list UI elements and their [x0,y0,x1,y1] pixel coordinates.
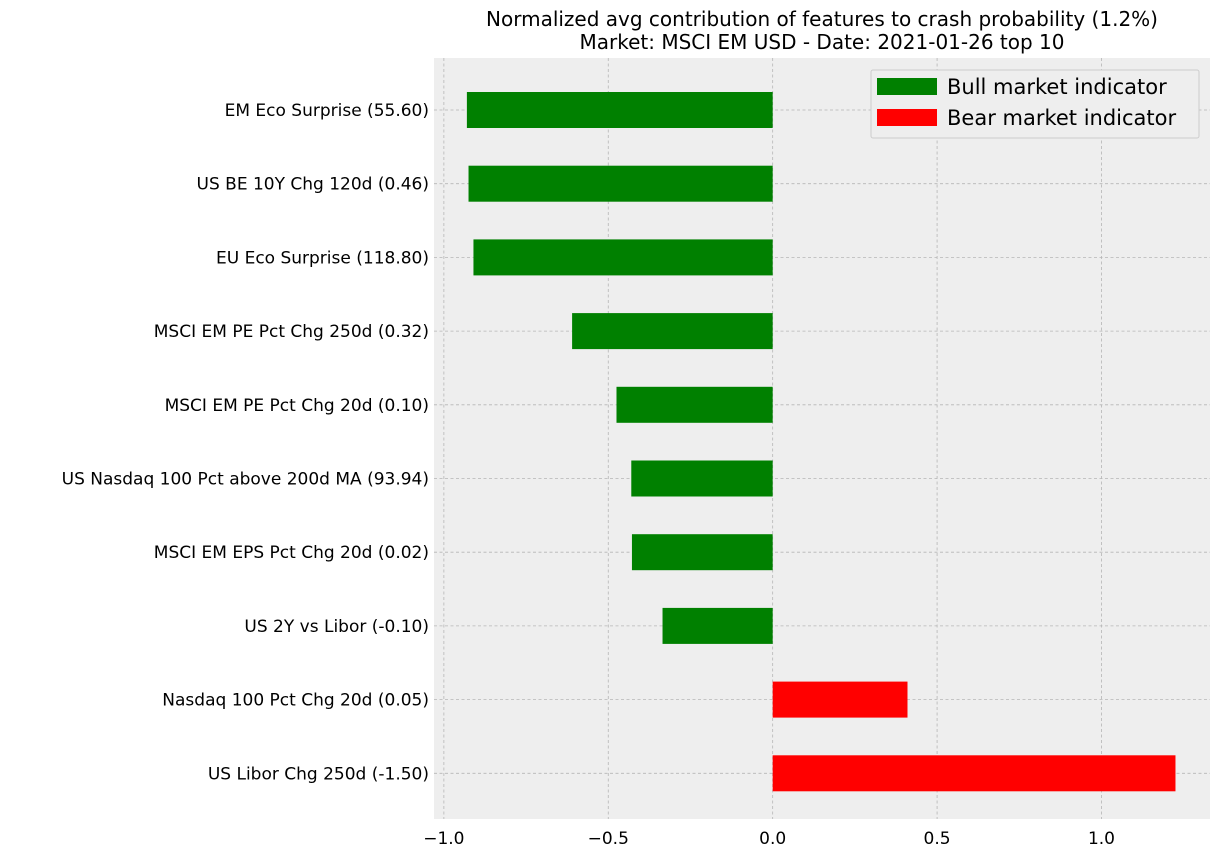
bar [466,92,773,128]
bar [772,681,908,718]
x-axis-ticks: −1.0 −0.5 0.0 0.5 1.0 [423,829,1115,849]
legend-swatch-bear [877,109,937,126]
legend-box [870,69,1200,139]
y-tick-label: US BE 10Y Chg 120d (0.46) [197,175,429,195]
y-tick-label: MSCI EM PE Pct Chg 20d (0.10) [165,396,429,416]
chart-title: Normalized avg contribution of features … [486,7,1158,31]
bar [662,607,773,644]
bar [631,534,773,571]
y-tick-label: US 2Y vs Libor (-0.10) [244,617,429,637]
y-tick-label: EU Eco Surprise (118.80) [216,248,429,268]
x-tick-label: 1.0 [1088,829,1115,849]
y-tick-label: MSCI EM EPS Pct Chg 20d (0.02) [154,543,429,563]
legend-swatch-bull [877,78,937,95]
bar [473,239,773,276]
bars-layer [466,92,1176,792]
bar [772,755,1176,792]
legend-label-bull: Bull market indicator [947,75,1167,99]
bar [631,460,773,497]
chart-subtitle: Market: MSCI EM USD - Date: 2021-01-26 t… [580,30,1065,54]
x-tick-label: −0.5 [588,829,629,849]
y-tick-label: US Nasdaq 100 Pct above 200d MA (93.94) [62,470,429,490]
y-axis-labels: EM Eco Surprise (55.60) US BE 10Y Chg 120… [62,101,429,784]
y-tick-label: EM Eco Surprise (55.60) [225,101,429,121]
y-tick-label: MSCI EM PE Pct Chg 250d (0.32) [154,322,429,342]
x-tick-label: 0.0 [759,829,786,849]
x-tick-label: −1.0 [423,829,464,849]
y-tick-label: Nasdaq 100 Pct Chg 20d (0.05) [162,691,429,711]
bar [468,165,773,202]
bar [616,386,773,423]
bar [572,313,773,350]
x-tick-label: 0.5 [924,829,951,849]
legend-label-bear: Bear market indicator [947,106,1177,130]
y-tick-label: US Libor Chg 250d (-1.50) [208,764,429,784]
legend: Bull market indicator Bear market indica… [870,69,1200,139]
